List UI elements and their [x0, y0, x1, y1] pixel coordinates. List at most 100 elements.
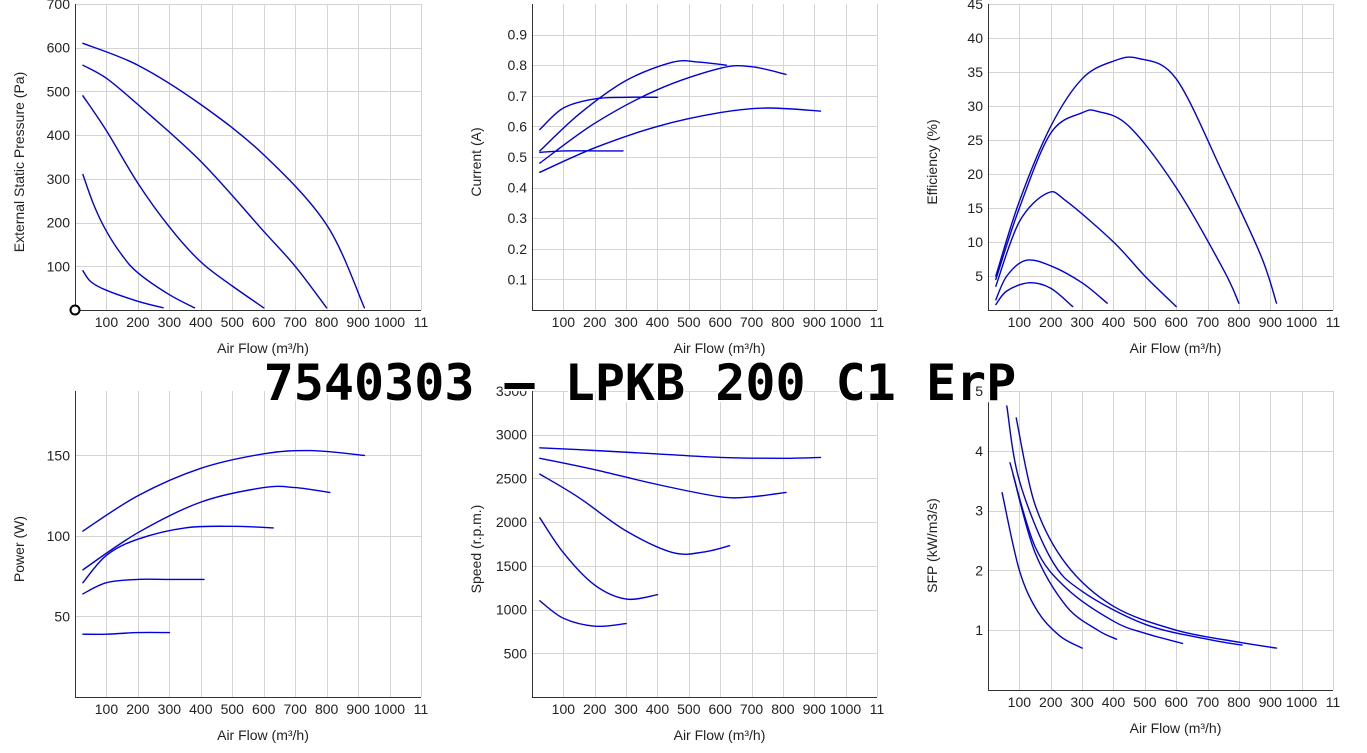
efficiency-y-tick-label: 45 [967, 0, 983, 12]
pressure-x-tick-label: 800 [315, 314, 339, 330]
origin-marker [69, 304, 81, 316]
sfp-x-tick-label: 700 [1196, 694, 1220, 710]
sfp-x-tick-label: 1000 [1286, 694, 1317, 710]
speed-curve-5 [539, 600, 627, 628]
speed-x-tick-label: 400 [646, 701, 670, 717]
sfp-x-tick-label: 11 [1326, 694, 1341, 710]
sfp-curve-3 [1009, 462, 1184, 645]
efficiency-y-tick-label: 5 [975, 268, 983, 284]
sfp-y-axis-label: SFP (kW/m3/s) [924, 498, 940, 593]
efficiency-y-axis-label: Efficiency (%) [924, 119, 940, 204]
sfp-x-tick-label: 800 [1227, 694, 1251, 710]
current-curve-2 [539, 64, 787, 164]
sfp-y-tick-label: 2 [975, 562, 983, 578]
pressure-x-axis-label: Air Flow (m³/h) [217, 340, 309, 356]
current-x-tick-label: 200 [583, 314, 607, 330]
power-x-tick-label: 900 [346, 701, 370, 717]
pressure-y-tick-label: 100 [47, 258, 71, 274]
current-curve-5 [539, 150, 624, 154]
speed-x-axis-label: Air Flow (m³/h) [674, 727, 766, 743]
power-y-axis-label: Power (W) [11, 516, 27, 582]
speed-x-tick-label: 700 [740, 701, 764, 717]
efficiency-curve-3 [995, 191, 1177, 308]
pressure-curve-3 [82, 95, 265, 309]
efficiency-y-tick-label: 40 [967, 30, 983, 46]
pressure-y-tick-label: 700 [47, 0, 71, 12]
current-curve-3 [539, 59, 728, 152]
pressure-curve-5 [82, 270, 164, 309]
speed-x-tick-label: 1000 [830, 701, 861, 717]
current-x-tick-label: 100 [552, 314, 576, 330]
speed-x-tick-label: 200 [583, 701, 607, 717]
current-y-axis-label: Current (A) [468, 127, 484, 196]
current-x-tick-label: 11 [870, 314, 885, 330]
current-y-tick-label: 0.1 [508, 271, 528, 287]
efficiency-x-tick-label: 600 [1165, 314, 1189, 330]
speed-curve-3 [539, 473, 731, 555]
efficiency-y-tick-label: 20 [967, 166, 983, 182]
efficiency-x-tick-label: 800 [1227, 314, 1251, 330]
speed-x-tick-label: 300 [614, 701, 638, 717]
efficiency-curve-5 [995, 282, 1074, 308]
efficiency-chart: 100 200 300 400 500 600 700 800 900 1000 11 5 10 15 20… [924, 0, 1340, 356]
speed-y-tick-label: 500 [504, 645, 528, 661]
sfp-y-tick-label: 5 [975, 383, 983, 399]
sfp-x-axis-label: Air Flow (m³/h) [1130, 720, 1222, 736]
pressure-curve-4 [82, 173, 196, 309]
power-y-tick-label: 150 [47, 447, 71, 463]
power-y-tick-label: 50 [54, 608, 70, 624]
speed-x-tick-label: 11 [870, 701, 885, 717]
pressure-y-tick-label: 300 [47, 171, 71, 187]
sfp-x-tick-label: 900 [1259, 694, 1283, 710]
speed-x-tick-label: 900 [803, 701, 827, 717]
current-chart: 100 200 300 400 500 600 700 800 900 1000 11 0.1 0.2 0… [468, 4, 884, 356]
pressure-x-tick-label: 500 [221, 314, 245, 330]
speed-y-tick-label: 1000 [496, 602, 527, 618]
pressure-x-tick-label: 100 [95, 314, 119, 330]
efficiency-curve-2 [995, 109, 1240, 304]
speed-y-tick-label: 3000 [496, 427, 527, 443]
power-x-tick-label: 400 [189, 701, 213, 717]
speed-y-tick-label: 1500 [496, 558, 527, 574]
pressure-x-tick-label: 11 [414, 314, 429, 330]
pressure-curve-2 [82, 64, 328, 309]
power-curve-3 [82, 525, 274, 584]
power-x-tick-label: 1000 [374, 701, 405, 717]
power-x-tick-label: 200 [126, 701, 150, 717]
pressure-x-tick-label: 1000 [374, 314, 405, 330]
pressure-chart: 100 200 300 400 500 600 700 800 900 1000 11 100 200 3… [11, 0, 428, 356]
current-y-tick-label: 0.2 [508, 241, 528, 257]
power-curve-5 [82, 631, 171, 636]
current-x-tick-label: 600 [709, 314, 733, 330]
pressure-x-tick-label: 600 [252, 314, 276, 330]
current-x-tick-label: 900 [803, 314, 827, 330]
sfp-curve-2 [1006, 405, 1243, 646]
sfp-y-tick-label: 3 [975, 503, 983, 519]
speed-x-tick-label: 800 [771, 701, 795, 717]
pressure-y-tick-label: 600 [47, 40, 71, 56]
current-x-tick-label: 1000 [830, 314, 861, 330]
pressure-x-tick-label: 200 [126, 314, 150, 330]
efficiency-x-tick-label: 900 [1259, 314, 1283, 330]
current-x-tick-label: 400 [646, 314, 670, 330]
current-x-tick-label: 300 [614, 314, 638, 330]
current-y-tick-label: 0.7 [508, 88, 528, 104]
speed-curve-2 [539, 457, 787, 499]
sfp-x-tick-label: 200 [1039, 694, 1063, 710]
sfp-x-tick-label: 500 [1133, 694, 1157, 710]
sfp-curve-4 [1012, 474, 1118, 640]
pressure-y-tick-label: 200 [47, 215, 71, 231]
efficiency-y-tick-label: 35 [967, 64, 983, 80]
efficiency-x-axis-label: Air Flow (m³/h) [1130, 340, 1222, 356]
sfp-x-tick-label: 400 [1102, 694, 1126, 710]
current-y-tick-label: 0.8 [508, 57, 528, 73]
efficiency-x-tick-label: 700 [1196, 314, 1220, 330]
efficiency-curve-1 [995, 56, 1278, 304]
current-x-tick-label: 500 [677, 314, 701, 330]
power-x-tick-label: 600 [252, 701, 276, 717]
power-x-tick-label: 700 [284, 701, 308, 717]
power-x-tick-label: 300 [158, 701, 182, 717]
pressure-x-tick-label: 700 [284, 314, 308, 330]
speed-y-axis-label: Speed (r.p.m.) [468, 505, 484, 594]
